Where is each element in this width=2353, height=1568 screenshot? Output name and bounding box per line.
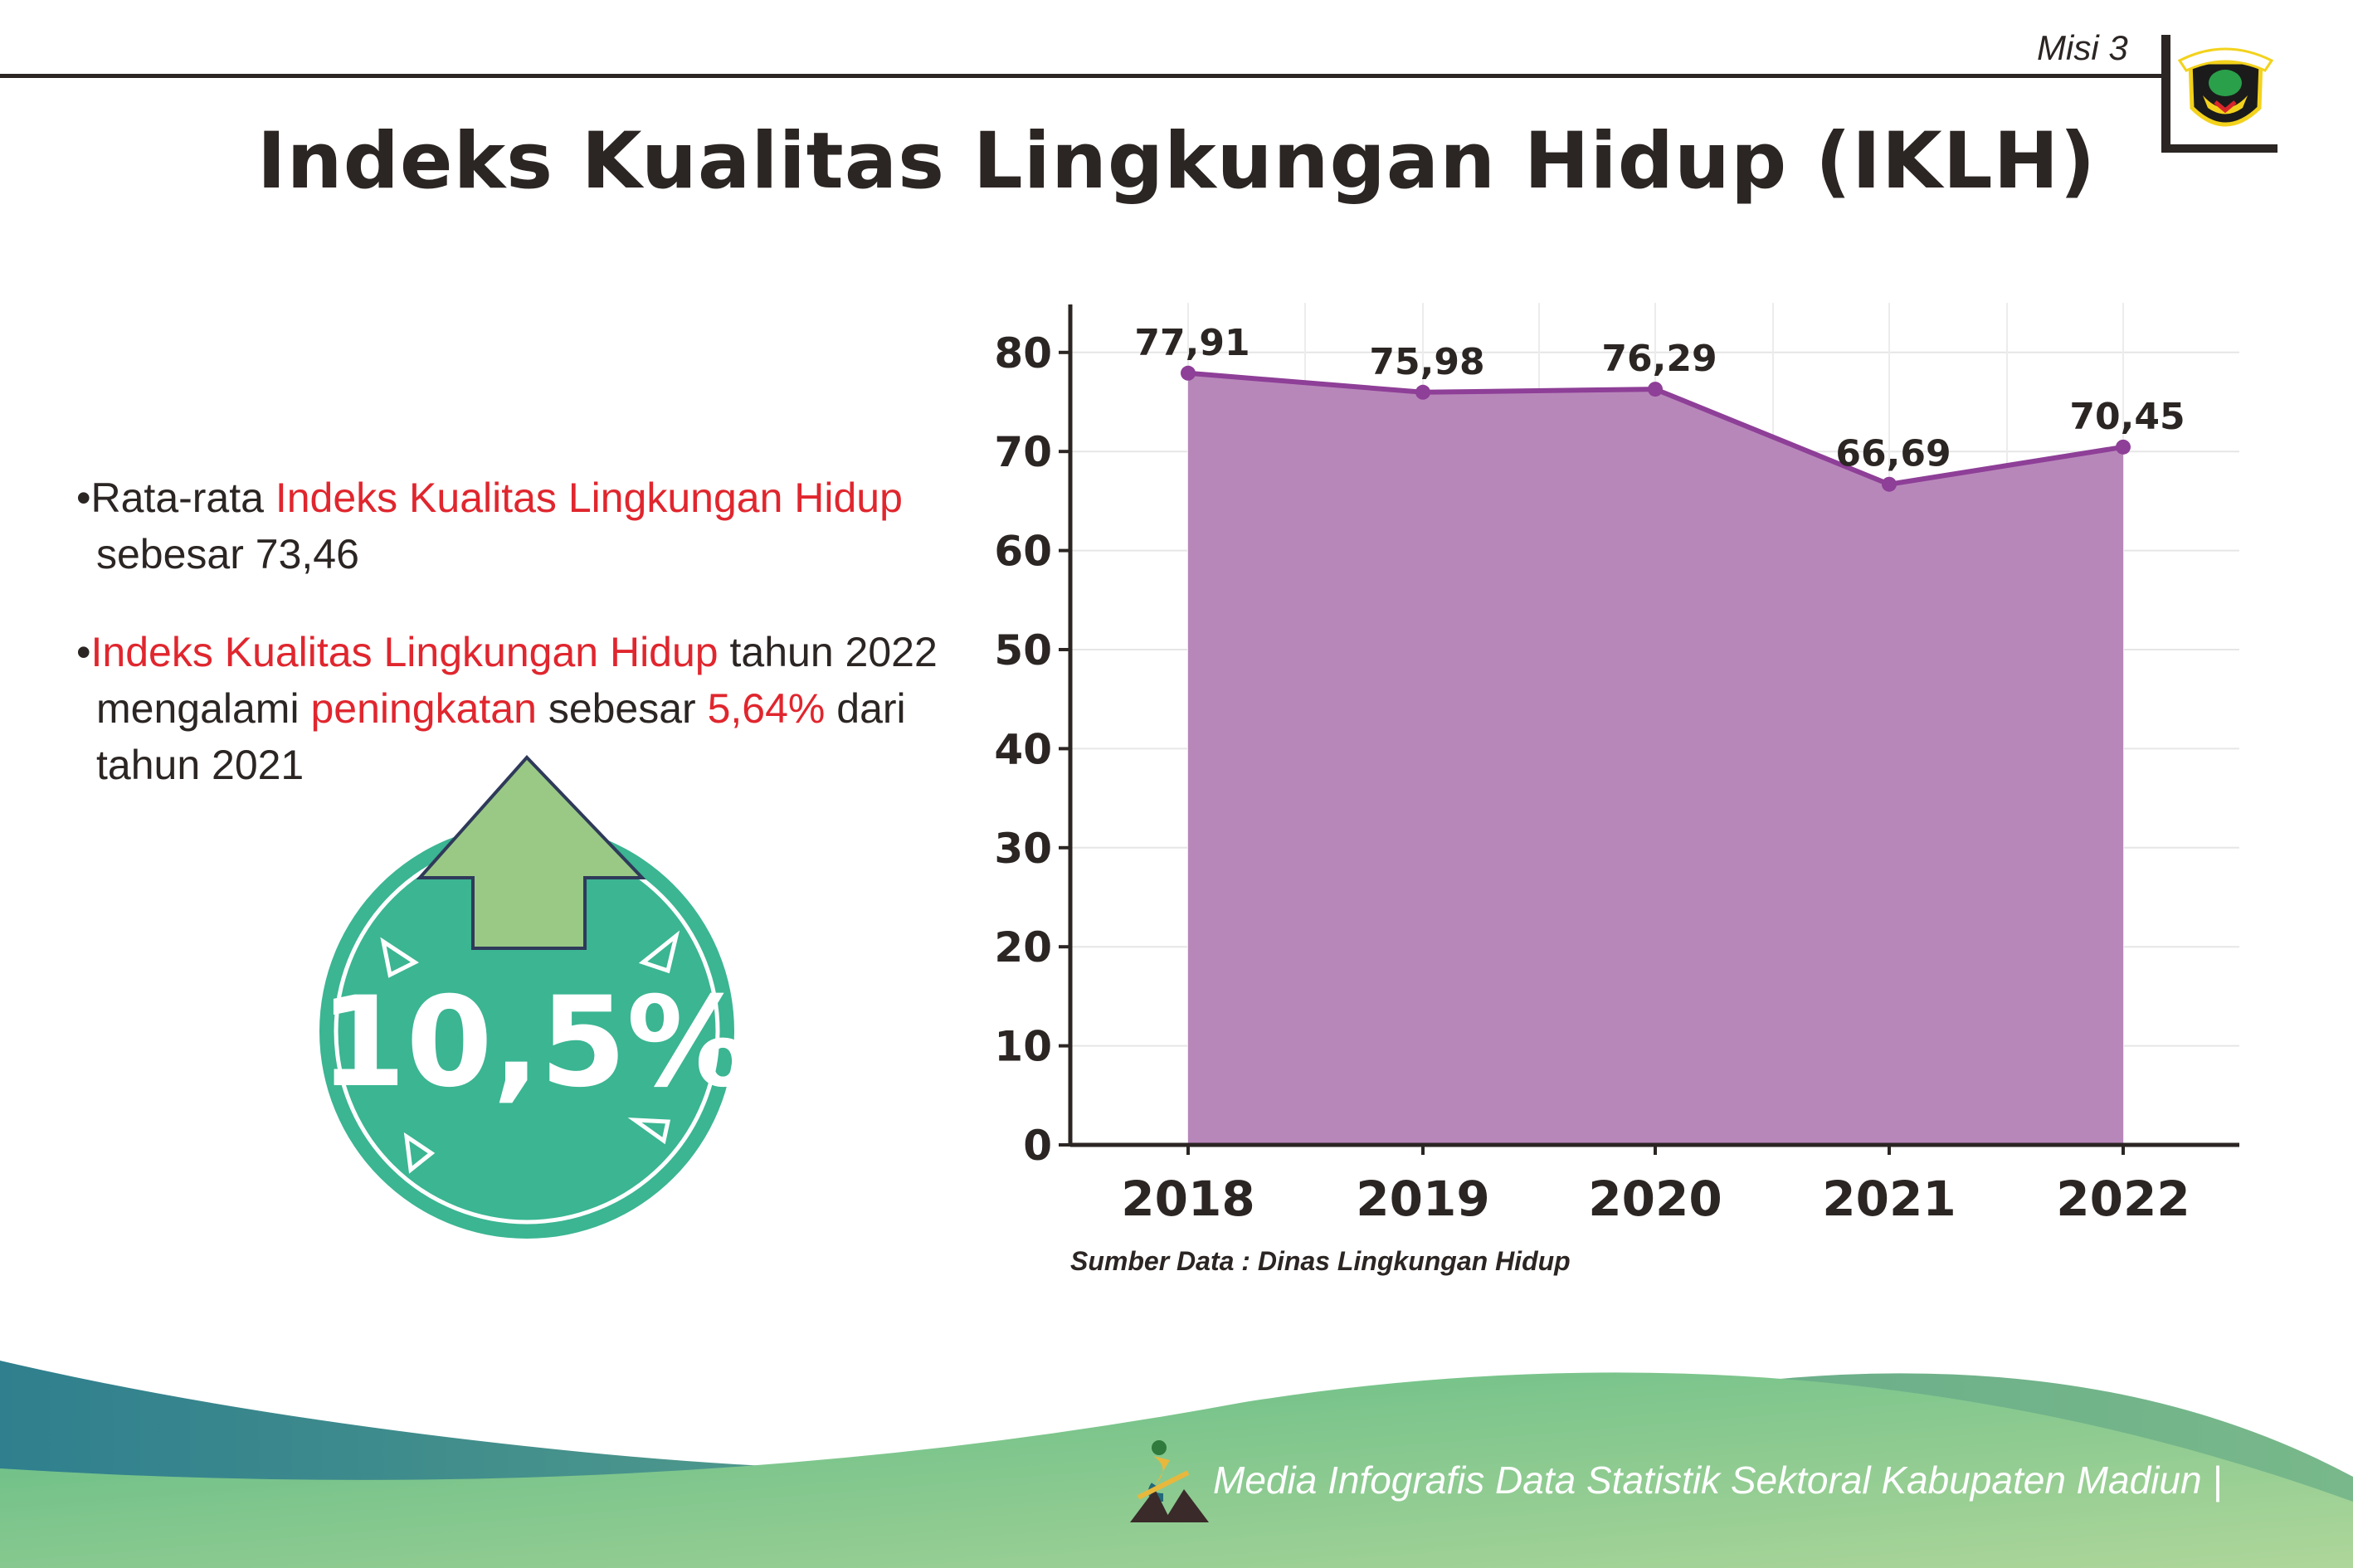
x-tick-label: 2019	[1356, 1171, 1489, 1227]
up-arrow-icon	[416, 755, 646, 950]
bullet-text: sebesar	[536, 685, 708, 732]
bullet-text: tahun 2021	[96, 742, 304, 788]
bullet-text: Rata-rata	[90, 475, 275, 521]
sparkle-decorations	[380, 930, 680, 1174]
highlight-text: Indeks Kualitas Lingkungan Hidup	[275, 475, 903, 521]
y-tick-label: 40	[994, 725, 1052, 773]
y-tick-label: 0	[1023, 1122, 1052, 1170]
footer-wave	[0, 1361, 2353, 1568]
bullet-text: dari	[825, 685, 906, 732]
header-rule	[0, 74, 2164, 78]
data-label: 75,98	[1369, 341, 1484, 383]
data-label: 76,29	[1601, 338, 1717, 380]
footer-tagline: Media Infografis Data Statistik Sektoral…	[1213, 1458, 2223, 1502]
statistik-mascot-logo	[1130, 1440, 1209, 1522]
y-tick-label: 80	[994, 329, 1052, 377]
bullet-text: tahun 2022	[718, 629, 938, 675]
data-point	[1882, 476, 1897, 492]
page-title: Indeks Kualitas Lingkungan Hidup (IKLH)	[256, 116, 2097, 207]
x-tick-label: 2021	[1822, 1171, 1956, 1227]
iklh-area-chart: 0 10 20 30 40 50 60 70 80 77,91 2018 75,98 2019 76,29…	[994, 303, 2239, 1227]
kabupaten-madiun-logo	[2178, 47, 2273, 127]
data-label: 66,69	[1835, 433, 1951, 475]
data-point	[2116, 439, 2131, 455]
data-point	[1415, 384, 1430, 400]
data-point	[1181, 365, 1196, 381]
increase-badge	[319, 755, 734, 1239]
area-fill	[1188, 373, 2123, 1145]
y-tick-label: 50	[994, 626, 1052, 674]
bullet-text: sebesar 73,46	[96, 531, 359, 577]
bullet-increase: •Indeks Kualitas Lingkungan Hidup tahun …	[76, 624, 938, 793]
x-tick-label: 2022	[2056, 1171, 2190, 1227]
y-tick-label: 60	[994, 528, 1052, 576]
x-tick-label: 2018	[1121, 1171, 1254, 1227]
highlight-text: peningkatan	[310, 685, 537, 732]
mission-label: Misi 3	[2037, 28, 2128, 67]
y-tick-label: 70	[994, 428, 1052, 476]
y-tick-label: 20	[994, 923, 1052, 971]
data-point	[1648, 382, 1663, 397]
x-tick-label: 2020	[1588, 1171, 1722, 1227]
bracket-vertical	[2161, 35, 2170, 153]
bracket-bottom	[2161, 144, 2277, 153]
badge-circle	[319, 824, 734, 1239]
y-tick-label: 10	[994, 1023, 1052, 1071]
badge-value: 10,5%	[319, 971, 752, 1115]
highlight-text: 5,64%	[707, 685, 826, 732]
highlight-text: Indeks Kualitas Lingkungan Hidup	[90, 629, 719, 675]
bullet-text: mengalami	[96, 685, 311, 732]
source-note: Sumber Data : Dinas Lingkungan Hidup	[1070, 1246, 1571, 1276]
bullet-average: •Rata-rata Indeks Kualitas Lingkungan Hi…	[76, 470, 903, 582]
data-label: 77,91	[1134, 322, 1250, 364]
data-label: 70,45	[2069, 396, 2185, 438]
y-tick-label: 30	[994, 825, 1052, 873]
